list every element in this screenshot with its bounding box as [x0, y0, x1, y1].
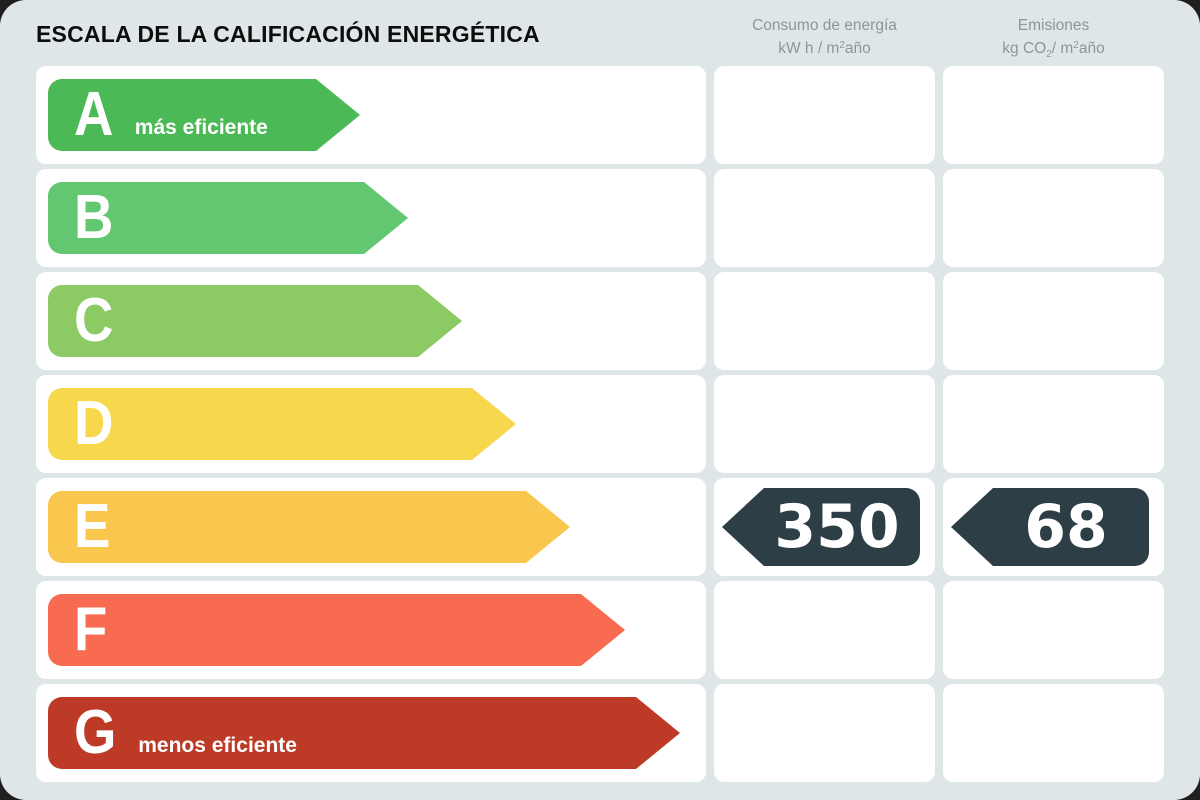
consumo-cell-f: [714, 581, 935, 679]
consumo-cell-d: [714, 375, 935, 473]
emisiones-cell-g: [943, 684, 1164, 782]
band-f-arrow: F: [48, 594, 625, 666]
scale-row-f: F: [36, 581, 1164, 679]
consumo-value-arrow: 350: [722, 488, 920, 566]
scale-cell-b: B: [36, 169, 706, 267]
scale-cell-f: F: [36, 581, 706, 679]
emisiones-value: 68: [1024, 492, 1108, 562]
band-d-arrow: D: [48, 388, 516, 460]
scale-row-a: A más eficiente: [36, 66, 1164, 164]
band-b-arrow: B: [48, 182, 408, 254]
band-letter-a: A: [74, 80, 114, 149]
emisiones-cell-b: [943, 169, 1164, 267]
scale-row-b: B: [36, 169, 1164, 267]
scale-cell-e: E: [36, 478, 706, 576]
emisiones-cell-a: [943, 66, 1164, 164]
band-g-arrow: G menos eficiente: [48, 697, 680, 769]
consumo-header-unit: kW h / m2año: [778, 40, 871, 57]
band-letter-b: B: [74, 183, 114, 252]
consumo-cell-e: 350: [714, 478, 935, 576]
scale-cell-d: D: [36, 375, 706, 473]
consumo-cell-g: [714, 684, 935, 782]
emisiones-cell-e: 68: [943, 478, 1164, 576]
band-letter-d: D: [74, 389, 114, 458]
consumo-cell-c: [714, 272, 935, 370]
consumo-cell-b: [714, 169, 935, 267]
consumo-header-line1: Consumo de energía: [752, 17, 897, 34]
band-letter-f: F: [74, 595, 108, 664]
emisiones-cell-c: [943, 272, 1164, 370]
rating-grid: A más eficiente B C: [0, 66, 1200, 782]
scale-row-c: C: [36, 272, 1164, 370]
column-header-emisiones: Emisiones kg CO2/ m2año: [943, 0, 1164, 65]
emisiones-header-unit: kg CO2/ m2año: [1002, 40, 1105, 60]
band-letter-e: E: [74, 492, 111, 561]
emisiones-header-line1: Emisiones: [1017, 17, 1090, 34]
scale-cell-a: A más eficiente: [36, 66, 706, 164]
scale-row-d: D: [36, 375, 1164, 473]
band-a-arrow: A más eficiente: [48, 79, 360, 151]
band-label-least-efficient: menos eficiente: [138, 734, 297, 757]
band-label-most-efficient: más eficiente: [134, 116, 268, 139]
emisiones-cell-d: [943, 375, 1164, 473]
band-letter-g: G: [74, 698, 117, 767]
band-e-arrow: E: [48, 491, 570, 563]
emisiones-value-arrow: 68: [951, 488, 1149, 566]
scale-cell-c: C: [36, 272, 706, 370]
consumo-cell-a: [714, 66, 935, 164]
scale-row-e: E 350 68: [36, 478, 1164, 576]
scale-cell-g: G menos eficiente: [36, 684, 706, 782]
band-letter-c: C: [74, 286, 114, 355]
band-c-arrow: C: [48, 285, 462, 357]
page-title: ESCALA DE LA CALIFICACIÓN ENERGÉTICA: [36, 20, 540, 47]
scale-row-g: G menos eficiente: [36, 684, 1164, 782]
emisiones-cell-f: [943, 581, 1164, 679]
consumo-value: 350: [774, 492, 900, 562]
column-header-consumo: Consumo de energía kW h / m2año: [714, 0, 935, 59]
header-row: ESCALA DE LA CALIFICACIÓN ENERGÉTICA Con…: [0, 0, 1200, 66]
